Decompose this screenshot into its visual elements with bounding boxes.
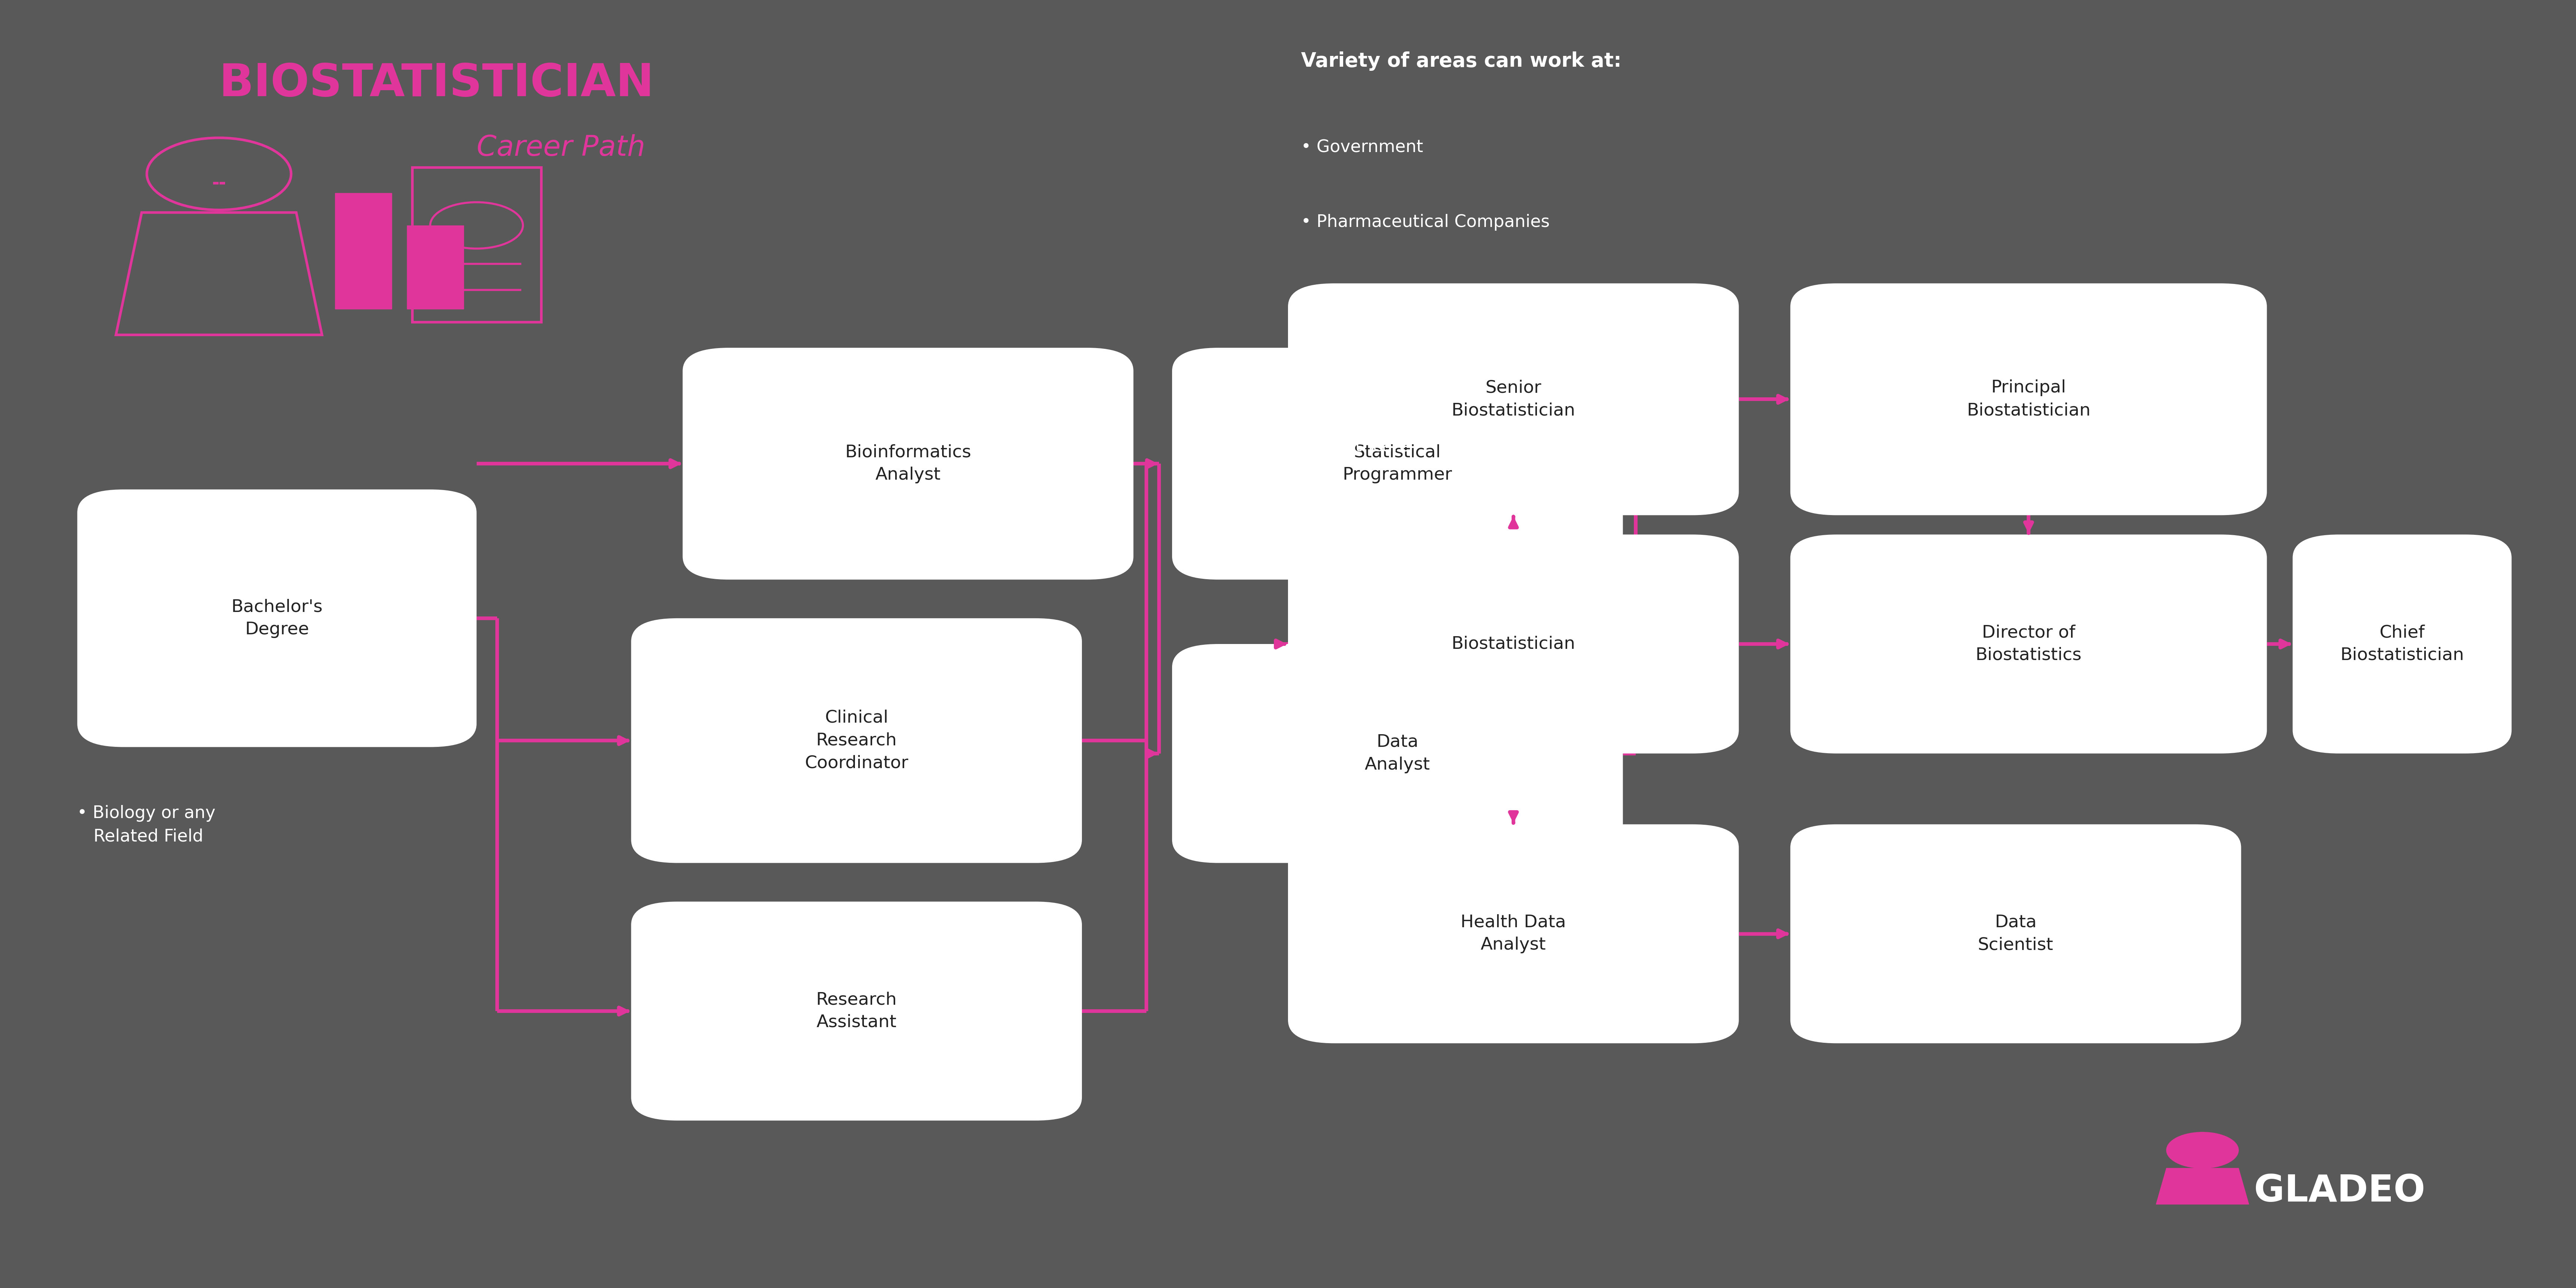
- Text: Clinical
Research
Coordinator: Clinical Research Coordinator: [804, 710, 909, 772]
- Text: • Consulting Firms: • Consulting Firms: [1301, 289, 1458, 305]
- FancyBboxPatch shape: [1790, 535, 2267, 753]
- Text: Principal
Biostatistician: Principal Biostatistician: [1965, 380, 2092, 419]
- Text: • Mathematics: • Mathematics: [77, 599, 204, 616]
- Text: Statistical
Programmer: Statistical Programmer: [1342, 444, 1453, 483]
- FancyBboxPatch shape: [631, 618, 1082, 863]
- Text: Research
Assistant: Research Assistant: [817, 992, 896, 1030]
- Text: Variety of areas can work at:: Variety of areas can work at:: [1301, 52, 1620, 71]
- FancyBboxPatch shape: [1288, 283, 1739, 515]
- Text: Bioinformatics
Analyst: Bioinformatics Analyst: [845, 444, 971, 483]
- Text: • Biology or any
   Related Field: • Biology or any Related Field: [77, 805, 216, 845]
- Text: • Healthcare: • Healthcare: [1301, 438, 1409, 455]
- Circle shape: [2166, 1132, 2239, 1168]
- FancyBboxPatch shape: [1288, 535, 1739, 753]
- Text: Data
Analyst: Data Analyst: [1365, 734, 1430, 773]
- Text: Biostatistician: Biostatistician: [1450, 635, 1577, 653]
- Text: Career Path: Career Path: [477, 134, 644, 162]
- FancyBboxPatch shape: [683, 348, 1133, 580]
- FancyBboxPatch shape: [77, 489, 477, 747]
- Text: • Government: • Government: [1301, 139, 1422, 156]
- Text: Chief
Biostatistician: Chief Biostatistician: [2339, 625, 2465, 663]
- FancyBboxPatch shape: [1172, 348, 1623, 580]
- Text: Related Field: Related Field: [77, 515, 224, 535]
- Text: BIOSTATISTICIAN: BIOSTATISTICIAN: [219, 62, 654, 106]
- Text: Bachelor's
Degree: Bachelor's Degree: [232, 599, 322, 638]
- FancyBboxPatch shape: [1288, 824, 1739, 1043]
- FancyBboxPatch shape: [631, 902, 1082, 1121]
- Text: Health Data
Analyst: Health Data Analyst: [1461, 914, 1566, 953]
- Text: Data
Scientist: Data Scientist: [1978, 914, 2053, 953]
- Bar: [407, 225, 464, 309]
- Text: • Technology: • Technology: [1301, 513, 1412, 529]
- FancyBboxPatch shape: [2293, 535, 2512, 753]
- Text: Director of
Biostatistics: Director of Biostatistics: [1976, 625, 2081, 663]
- Text: • Statistics: • Statistics: [77, 702, 170, 719]
- Text: GLADEO: GLADEO: [2254, 1173, 2424, 1209]
- Bar: [335, 193, 392, 309]
- FancyBboxPatch shape: [1790, 824, 2241, 1043]
- Polygon shape: [2156, 1168, 2249, 1204]
- FancyBboxPatch shape: [1790, 283, 2267, 515]
- Text: • Academia: • Academia: [1301, 363, 1401, 380]
- Text: • Pharmaceutical Companies: • Pharmaceutical Companies: [1301, 214, 1551, 231]
- FancyBboxPatch shape: [1172, 644, 1623, 863]
- Text: ▬▬: ▬▬: [211, 179, 227, 187]
- Text: Senior
Biostatistician: Senior Biostatistician: [1450, 380, 1577, 419]
